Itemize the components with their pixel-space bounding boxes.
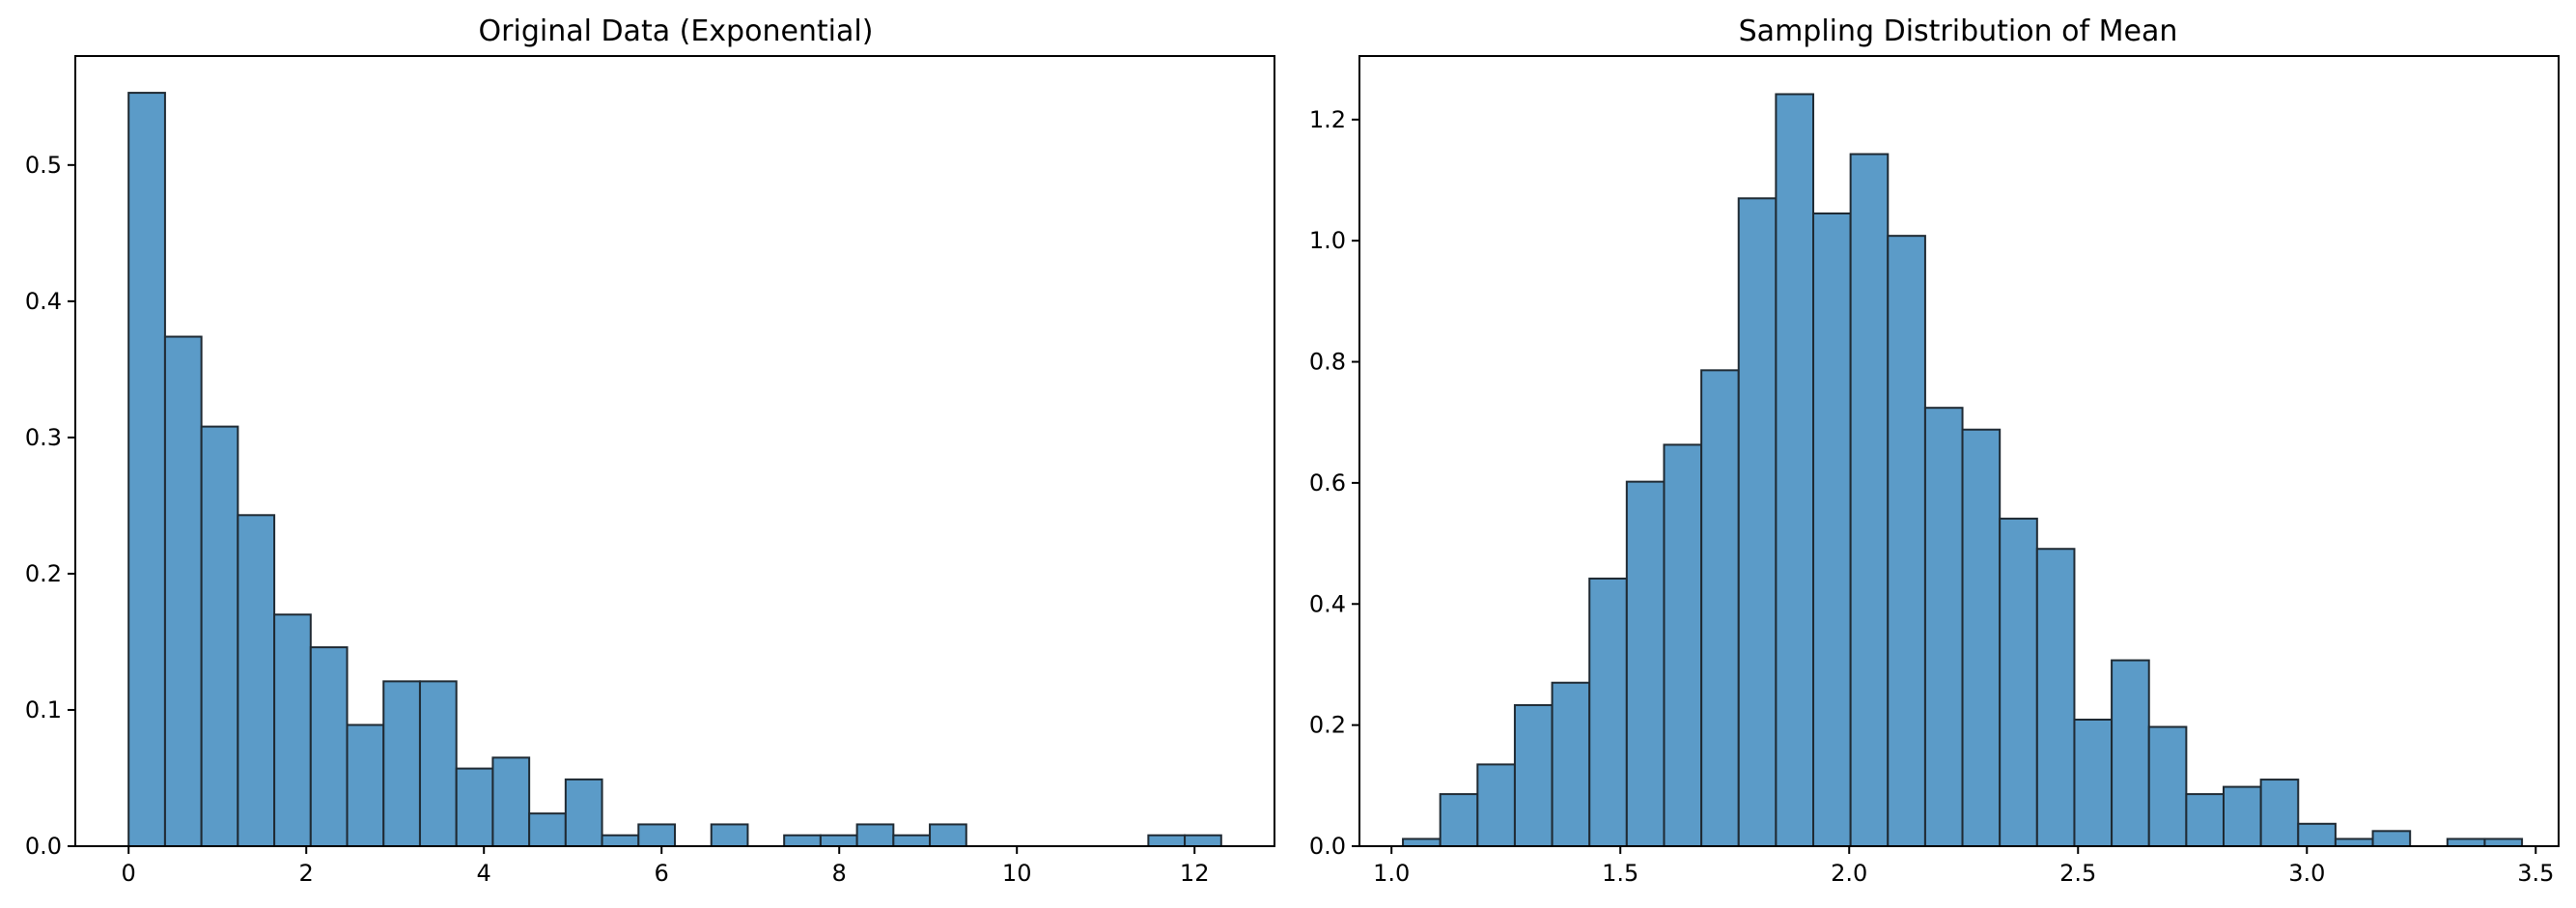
left-histogram-bar — [783, 834, 822, 847]
right-histogram-bar — [2111, 659, 2150, 847]
right-x-tick-label: 2.0 — [1831, 860, 1867, 887]
right-histogram-bar — [1999, 517, 2038, 848]
left-histogram-panel: Original Data (Exponential) 0 2 4 6 8 10 12 0.0… — [25, 14, 1275, 887]
right-y-tick-label: 0.0 — [1309, 833, 1346, 860]
right-histogram-bar — [1737, 197, 1778, 848]
right-histogram-bar — [1513, 703, 1554, 847]
left-y-tick-label: 0.4 — [25, 288, 62, 315]
right-axis-ticks: 1.0 1.5 2.0 2.5 3.0 3.5 0.0 0.2 0.4 0.6 0.8 1.0 1.2 — [1309, 106, 2555, 887]
right-y-tick-label: 1.2 — [1309, 106, 1346, 133]
left-histogram-bar — [491, 756, 531, 847]
left-x-tick-label: 10 — [1002, 860, 1032, 887]
right-histogram-bar — [2185, 793, 2225, 848]
left-histogram-bar — [200, 425, 239, 847]
left-axis-ticks: 0 2 4 6 8 10 12 0.0 0.1 0.2 0.3 0.4 0.5 — [25, 152, 1210, 887]
right-histogram-bar — [2035, 548, 2076, 848]
right-histogram-bar — [1961, 428, 2002, 847]
right-histogram-bar — [1588, 577, 1628, 848]
left-x-tick-label: 2 — [299, 860, 314, 887]
right-histogram-bar — [1551, 681, 1591, 847]
right-histogram-bar — [1663, 443, 1703, 847]
left-y-tick-label: 0.0 — [25, 833, 62, 860]
right-histogram-bar — [2446, 837, 2486, 847]
right-histogram-bar — [1812, 212, 1852, 847]
right-x-tick-label: 3.0 — [2288, 860, 2325, 887]
right-y-tick-label: 0.2 — [1309, 712, 1346, 739]
left-x-tick-label: 4 — [477, 860, 491, 887]
right-histogram-panel: Sampling Distribution of Mean 1.0 1.5 2.0 2… — [1309, 14, 2560, 887]
left-y-tick-label: 0.5 — [25, 152, 62, 179]
left-histogram-bar — [382, 680, 421, 847]
right-histogram-bar — [1402, 837, 1442, 847]
right-histogram-bar — [2297, 822, 2337, 848]
right-histogram-bar — [2334, 837, 2374, 847]
right-y-tick-label: 0.6 — [1309, 469, 1346, 497]
left-plot-frame — [74, 55, 1275, 847]
right-histogram-bar — [2371, 830, 2412, 848]
left-histogram-bar — [710, 823, 749, 848]
left-y-tick-label: 0.2 — [25, 560, 62, 587]
left-histogram-bar — [1184, 834, 1222, 847]
right-histogram-bar — [1700, 369, 1740, 847]
right-histogram-bar — [2483, 837, 2524, 847]
left-histogram-bar — [601, 834, 640, 847]
left-chart-title: Original Data (Exponential) — [479, 14, 874, 48]
right-histogram-bar — [1439, 793, 1479, 848]
left-histogram-bar — [237, 514, 276, 847]
right-x-tick-label: 3.5 — [2517, 860, 2554, 887]
right-histogram-bar — [2073, 718, 2114, 847]
left-histogram-bar — [855, 823, 895, 848]
left-histogram-bar — [346, 724, 385, 847]
right-histogram-bar — [2222, 785, 2262, 848]
left-histogram-bar — [163, 335, 203, 848]
right-x-tick-label: 1.5 — [1602, 860, 1638, 887]
right-histogram-bar — [1775, 93, 1815, 847]
left-histogram-bar — [1147, 834, 1187, 847]
right-plot-frame — [1358, 55, 2560, 847]
left-bars — [127, 92, 1222, 848]
left-histogram-bar — [455, 767, 494, 848]
right-y-tick-label: 0.8 — [1309, 349, 1346, 376]
right-histogram-bar — [1625, 480, 1666, 847]
right-histogram-bar — [1923, 407, 1964, 847]
right-chart-title: Sampling Distribution of Mean — [1739, 14, 2178, 48]
left-histogram-bar — [892, 834, 932, 847]
right-histogram-bar — [1849, 153, 1890, 848]
left-histogram-bar — [273, 613, 312, 848]
right-histogram-bar — [1476, 763, 1516, 848]
left-histogram-bar — [929, 823, 967, 848]
left-x-tick-label: 8 — [832, 860, 847, 887]
right-x-tick-label: 2.5 — [2059, 860, 2096, 887]
left-histogram-bar — [819, 834, 858, 847]
right-y-tick-label: 0.4 — [1309, 590, 1346, 617]
left-y-tick-label: 0.1 — [25, 696, 62, 724]
right-y-tick-label: 1.0 — [1309, 227, 1346, 254]
right-x-tick-label: 1.0 — [1373, 860, 1410, 887]
left-histogram-bar — [309, 646, 349, 847]
left-x-tick-label: 6 — [655, 860, 669, 887]
left-histogram-bar — [564, 778, 603, 848]
left-histogram-bar — [127, 92, 166, 848]
left-x-tick-label: 12 — [1180, 860, 1210, 887]
right-bars — [1402, 93, 2524, 848]
right-histogram-bar — [1887, 235, 1926, 847]
right-histogram-bar — [2147, 725, 2188, 848]
left-x-tick-label: 0 — [122, 860, 136, 887]
left-histogram-bar — [637, 823, 677, 848]
left-y-tick-label: 0.3 — [25, 424, 62, 451]
left-histogram-bar — [418, 680, 458, 847]
right-histogram-bar — [2259, 779, 2300, 847]
left-histogram-bar — [528, 812, 567, 848]
